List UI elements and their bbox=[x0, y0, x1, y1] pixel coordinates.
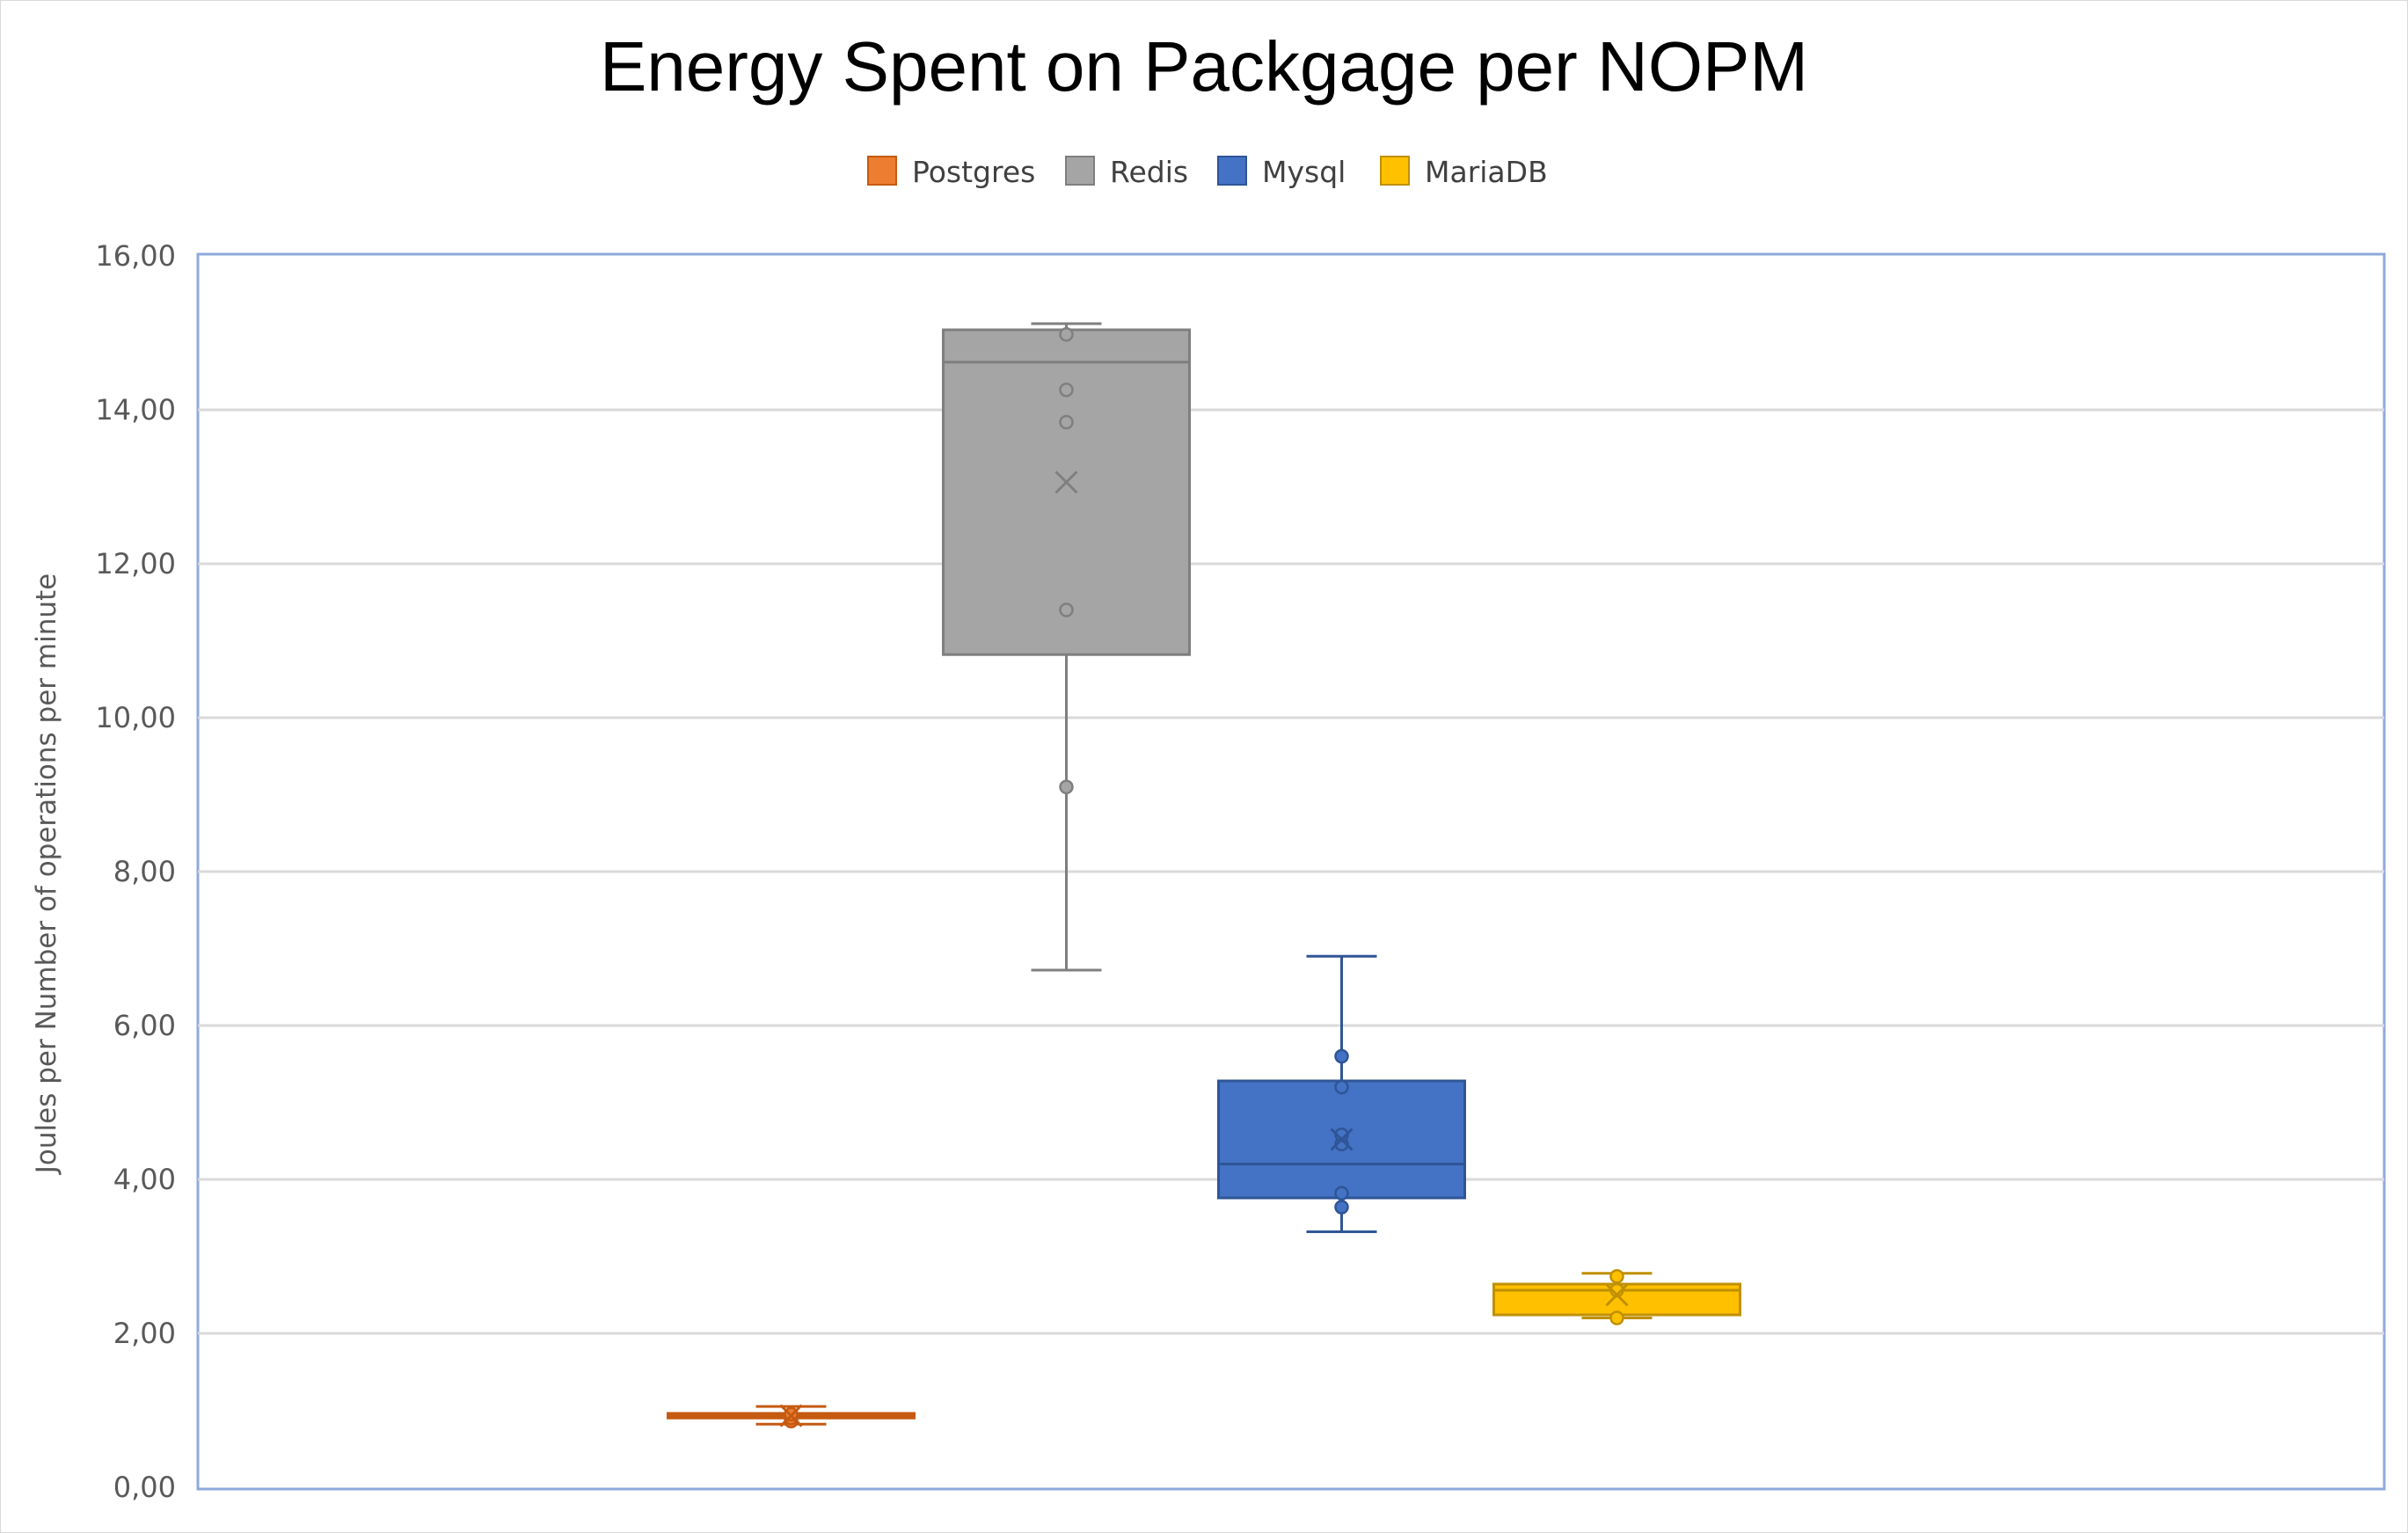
data-point bbox=[1059, 602, 1074, 617]
y-tick-label: 10,00 bbox=[95, 701, 176, 734]
legend-swatch bbox=[1065, 156, 1095, 186]
data-point bbox=[1059, 779, 1074, 794]
box-mysql bbox=[1217, 954, 1466, 1233]
legend-label: MariaDB bbox=[1425, 155, 1548, 189]
legend-label: Postgres bbox=[912, 155, 1035, 189]
data-point bbox=[1609, 1269, 1624, 1284]
legend: Postgres Redis Mysql MariaDB bbox=[867, 155, 1548, 189]
mean-marker bbox=[779, 1404, 803, 1427]
box-mariadb bbox=[1492, 1269, 1741, 1325]
gridlines bbox=[198, 408, 2384, 1335]
y-axis-ticks: 0,00 2,00 4,00 6,00 8,00 10,00 12,00 14,00 16,00 bbox=[95, 239, 176, 1504]
y-tick-label: 4,00 bbox=[113, 1163, 176, 1196]
y-tick-label: 2,00 bbox=[113, 1317, 176, 1350]
data-point bbox=[1059, 414, 1074, 430]
y-tick-label: 6,00 bbox=[113, 1009, 176, 1042]
data-point bbox=[1334, 1079, 1349, 1095]
y-tick-label: 14,00 bbox=[95, 393, 176, 427]
box-series-group bbox=[667, 322, 1741, 1428]
data-point bbox=[1059, 383, 1074, 398]
data-point bbox=[1609, 1310, 1624, 1325]
data-point bbox=[1334, 1048, 1349, 1064]
box-postgres bbox=[667, 1404, 916, 1428]
y-tick-label: 12,00 bbox=[95, 547, 176, 580]
legend-swatch bbox=[867, 156, 897, 186]
data-point bbox=[1059, 327, 1074, 342]
data-point bbox=[1334, 1200, 1349, 1215]
mean-marker bbox=[1330, 1128, 1354, 1151]
y-axis-title: Joules per Number of operations per minu… bbox=[31, 573, 62, 1175]
chart-title: Energy Spent on Packgage per NOPM bbox=[600, 27, 1808, 106]
y-tick-label: 8,00 bbox=[113, 855, 176, 888]
y-tick-label: 16,00 bbox=[95, 239, 176, 273]
legend-swatch bbox=[1380, 156, 1410, 186]
legend-label: Redis bbox=[1110, 155, 1188, 189]
data-point bbox=[1334, 1186, 1349, 1201]
y-tick-label: 0,00 bbox=[113, 1471, 176, 1504]
box-redis bbox=[942, 322, 1191, 972]
mean-marker bbox=[1054, 471, 1078, 494]
legend-label: Mysql bbox=[1262, 155, 1346, 189]
legend-swatch bbox=[1217, 156, 1247, 186]
mean-marker bbox=[1605, 1283, 1629, 1307]
